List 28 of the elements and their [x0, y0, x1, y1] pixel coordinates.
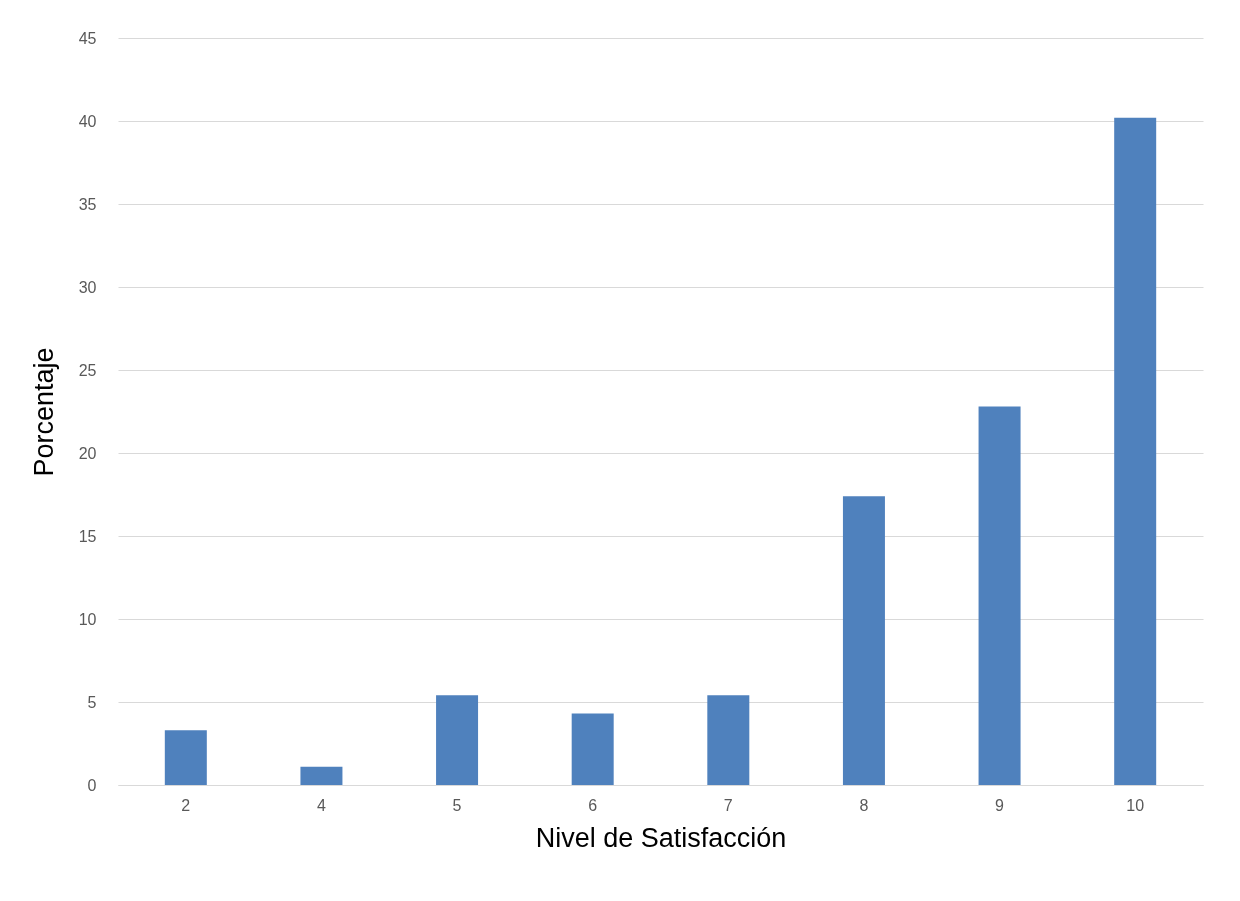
y-tick-label: 25	[78, 361, 97, 379]
bar	[707, 695, 750, 785]
bar	[164, 730, 207, 785]
bar	[842, 496, 885, 785]
bar	[571, 713, 614, 785]
x-tick-label: 4	[316, 796, 326, 814]
y-tick-label: 40	[78, 112, 97, 130]
x-tick-label: 5	[452, 796, 462, 814]
y-tick-label: 10	[78, 610, 97, 628]
y-tick-label: 20	[78, 444, 97, 462]
x-tick-label: 6	[588, 796, 598, 814]
y-tick-label: 5	[87, 693, 97, 711]
y-tick-label: 45	[78, 29, 97, 47]
x-tick-label: 10	[1126, 796, 1145, 814]
y-tick-label: 15	[78, 527, 97, 545]
bar	[300, 766, 343, 785]
x-tick-label: 7	[723, 796, 733, 814]
y-axis-title: Porcentaje	[28, 347, 59, 477]
y-tick-label: 30	[78, 278, 97, 296]
x-tick-label: 2	[181, 796, 191, 814]
x-tick-label: 9	[995, 796, 1005, 814]
y-tick-label: 0	[87, 776, 97, 794]
bar	[1114, 117, 1157, 785]
y-tick-label: 35	[78, 195, 97, 213]
bar	[436, 695, 479, 785]
bar	[978, 406, 1021, 785]
x-axis-title: Nivel de Satisfacción	[535, 822, 787, 853]
x-tick-label: 8	[859, 796, 869, 814]
